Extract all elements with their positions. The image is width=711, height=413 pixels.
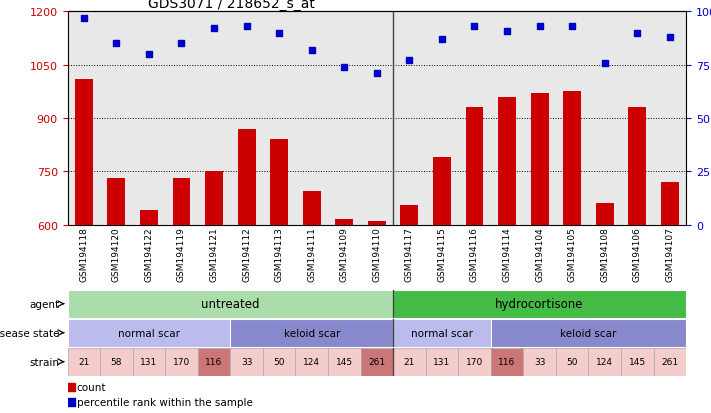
Text: hydrocortisone: hydrocortisone [496, 297, 584, 311]
Bar [230, 319, 393, 347]
Bar [563, 92, 581, 225]
Point [245, 188, 256, 194]
Text: count: count [77, 382, 107, 392]
Bar [165, 348, 198, 376]
Bar [426, 348, 458, 376]
Bar [303, 191, 321, 225]
Bar [393, 290, 686, 318]
Bar [296, 348, 328, 376]
Bar [68, 348, 100, 376]
Bar [393, 319, 491, 347]
Text: 50: 50 [567, 357, 578, 366]
Bar [523, 348, 556, 376]
Text: 33: 33 [534, 357, 545, 366]
Point [664, 35, 675, 41]
Point [176, 41, 187, 47]
Point [78, 15, 90, 22]
Bar [530, 94, 549, 225]
Text: 58: 58 [111, 357, 122, 366]
Bar [173, 179, 191, 225]
Bar [466, 108, 483, 225]
Bar [230, 348, 263, 376]
Bar [653, 348, 686, 376]
Bar [629, 108, 646, 225]
Text: 131: 131 [433, 357, 451, 366]
Text: 124: 124 [303, 357, 320, 366]
Text: 50: 50 [274, 357, 285, 366]
Bar [368, 221, 386, 225]
Bar [198, 348, 230, 376]
Point [371, 71, 383, 77]
Bar [140, 211, 158, 225]
Bar [393, 348, 426, 376]
Point [306, 47, 317, 54]
Bar [133, 348, 165, 376]
Point [143, 52, 154, 58]
Bar [68, 319, 230, 347]
Text: 116: 116 [205, 357, 223, 366]
Bar [237, 129, 255, 225]
Text: 261: 261 [368, 357, 385, 366]
Text: agent: agent [29, 299, 60, 309]
Text: 116: 116 [498, 357, 515, 366]
Point [245, 328, 256, 335]
Text: 170: 170 [466, 357, 483, 366]
Point [534, 24, 545, 31]
Text: strain: strain [29, 357, 60, 367]
Point [567, 24, 578, 31]
Text: keloid scar: keloid scar [284, 328, 340, 338]
Bar [596, 204, 614, 225]
Bar [400, 206, 418, 225]
Point [338, 64, 350, 71]
Text: 170: 170 [173, 357, 190, 366]
Text: 261: 261 [661, 357, 678, 366]
Bar [336, 220, 353, 225]
Point [599, 60, 611, 67]
Text: untreated: untreated [201, 297, 260, 311]
Text: keloid scar: keloid scar [560, 328, 616, 338]
Bar [107, 179, 125, 225]
Text: 124: 124 [597, 357, 613, 366]
Bar [75, 80, 92, 225]
Point [208, 26, 220, 33]
Bar [205, 172, 223, 225]
Text: GDS3071 / 218652_s_at: GDS3071 / 218652_s_at [148, 0, 315, 12]
Point [274, 31, 285, 37]
Text: 21: 21 [404, 357, 415, 366]
Point [469, 24, 480, 31]
Point [111, 41, 122, 47]
Bar [270, 140, 288, 225]
Point [631, 31, 643, 37]
Bar [621, 348, 653, 376]
Text: 145: 145 [336, 357, 353, 366]
Bar [100, 348, 133, 376]
Bar [68, 290, 393, 318]
Text: disease state: disease state [0, 328, 60, 338]
Point [404, 58, 415, 64]
Text: 131: 131 [140, 357, 158, 366]
Bar [263, 348, 296, 376]
Text: 145: 145 [629, 357, 646, 366]
Text: normal scar: normal scar [118, 328, 180, 338]
Bar [661, 183, 679, 225]
Bar [589, 348, 621, 376]
Bar [458, 348, 491, 376]
Point [241, 24, 252, 31]
Bar [498, 97, 516, 225]
Point [437, 37, 448, 43]
Text: percentile rank within the sample: percentile rank within the sample [77, 397, 252, 407]
Bar [491, 348, 523, 376]
Text: 33: 33 [241, 357, 252, 366]
Bar [556, 348, 589, 376]
Bar [360, 348, 393, 376]
Text: normal scar: normal scar [411, 328, 473, 338]
Point [501, 28, 513, 35]
Text: 21: 21 [78, 357, 90, 366]
Bar [328, 348, 360, 376]
Bar [433, 158, 451, 225]
Bar [491, 319, 686, 347]
